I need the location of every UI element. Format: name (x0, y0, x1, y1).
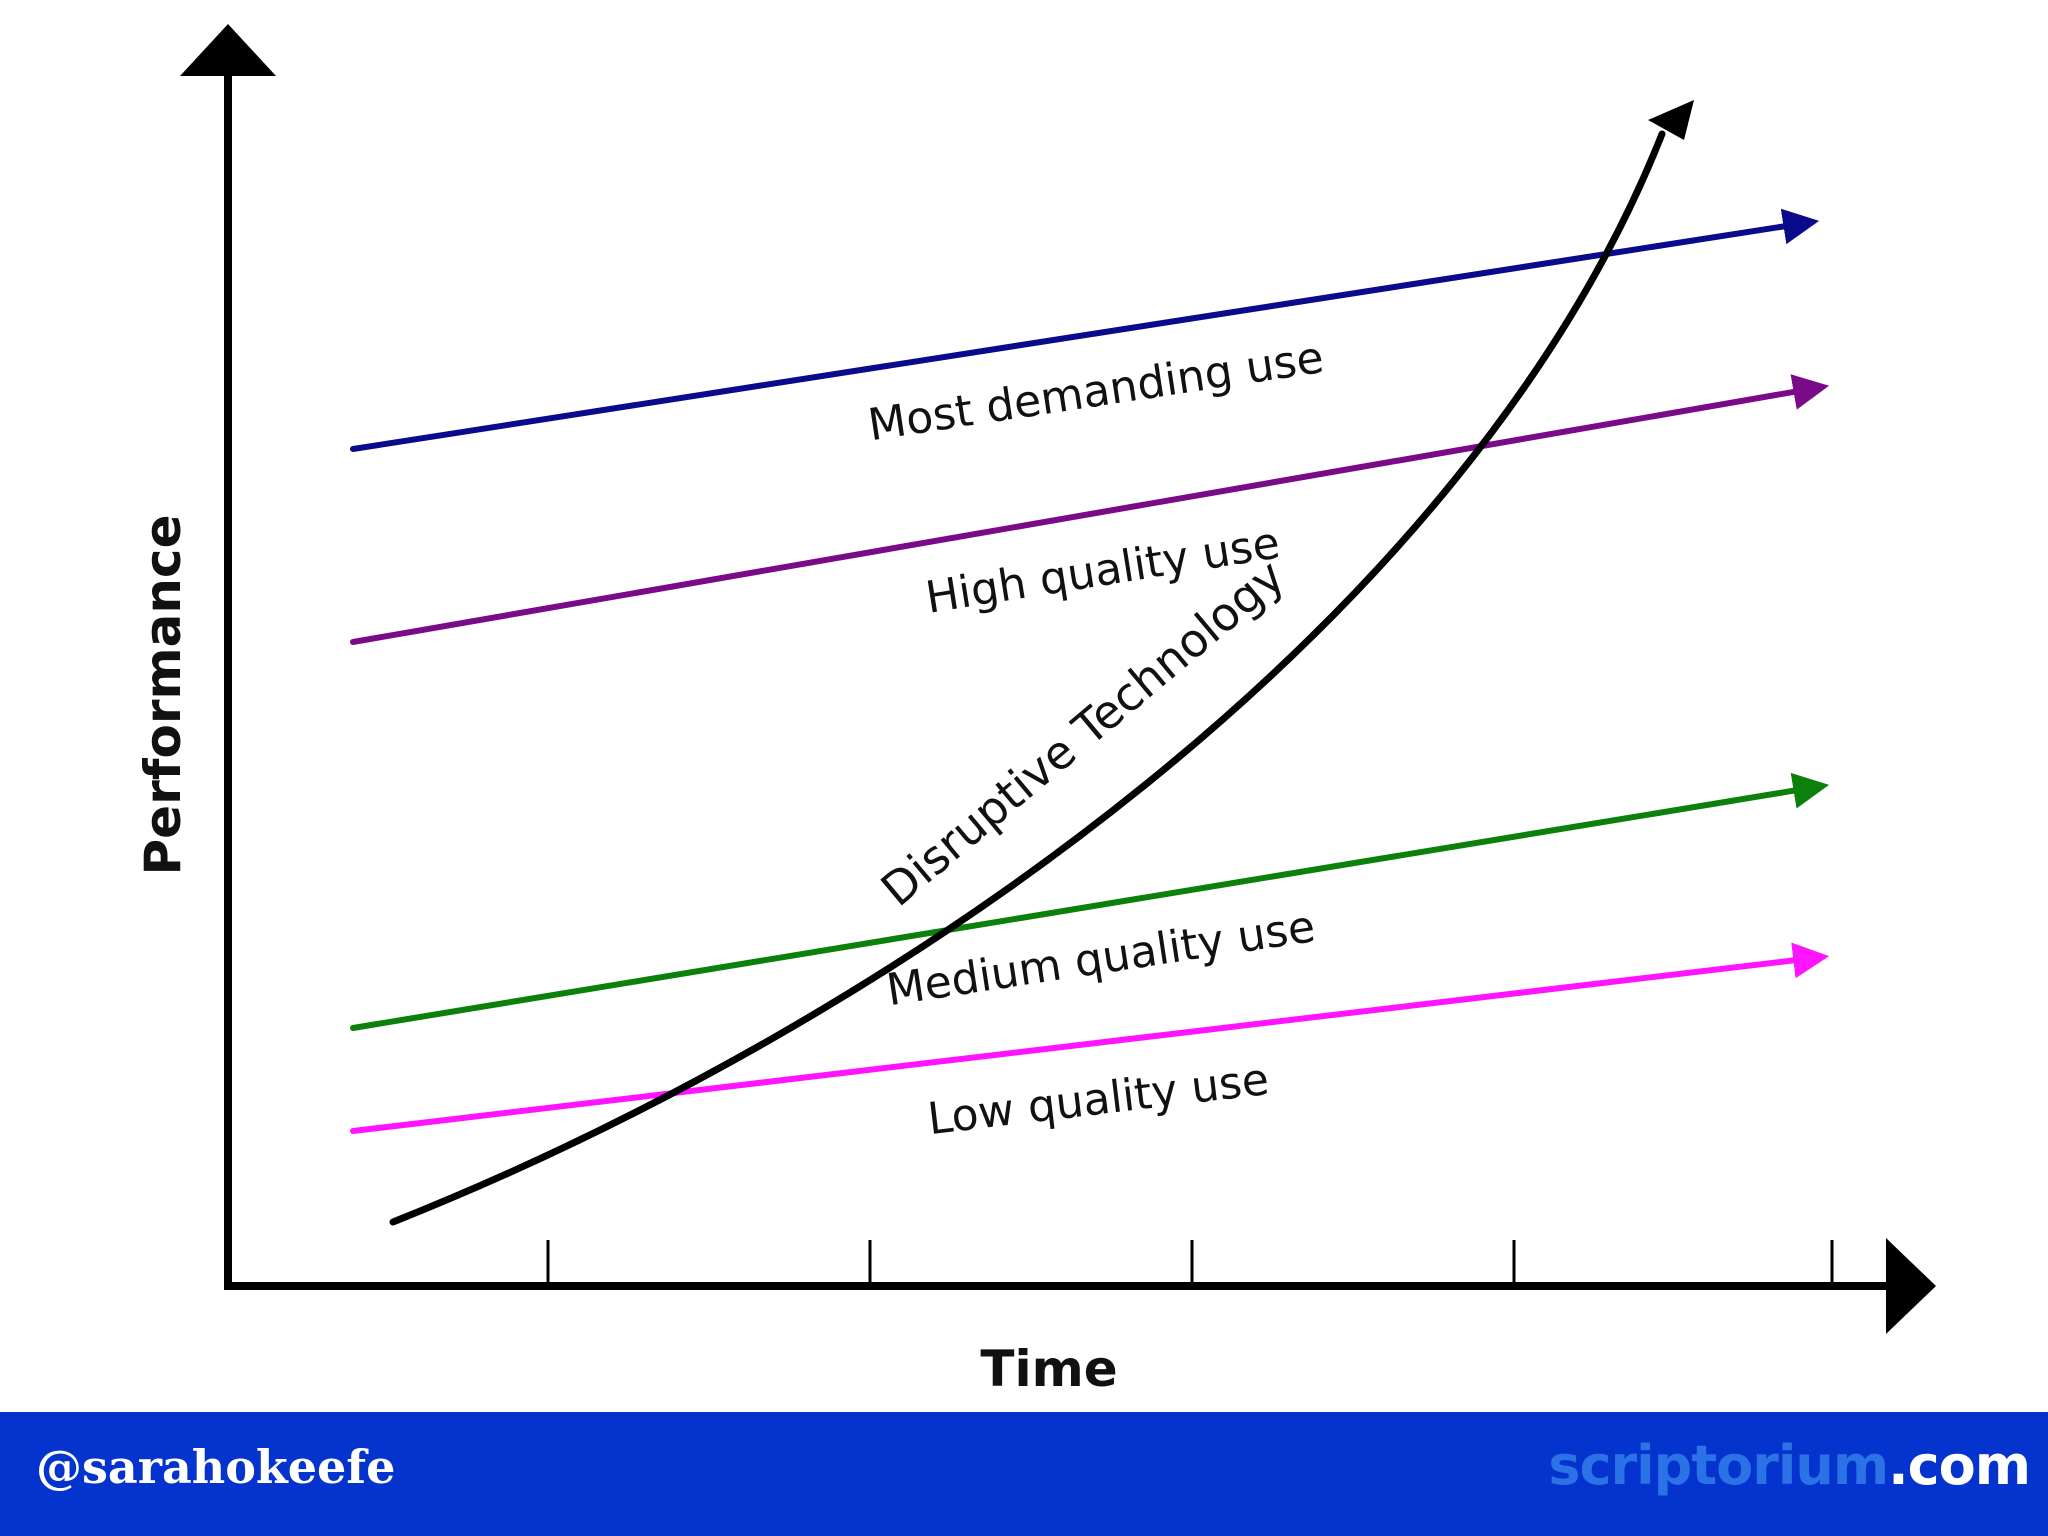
disruptive-technology-curve (389, 130, 1666, 1226)
y-axis-title: Performance (134, 515, 192, 876)
y-axis-arrowhead (180, 24, 276, 76)
disruptive-technology-arrowhead (1648, 100, 1694, 140)
x-axis-arrowhead (1886, 1238, 1936, 1334)
most-demanding-use-line (350, 208, 1820, 452)
site-logo: scriptorium.com (1548, 1434, 2031, 1497)
low-quality-use-label: Low quality use (925, 1054, 1272, 1145)
high-quality-use-line (350, 374, 1830, 645)
low-quality-use-line (350, 942, 1830, 1134)
medium-quality-use-line (350, 772, 1830, 1031)
x-axis-title: Time (980, 1340, 1117, 1398)
twitter-handle: @sarahokeefe (36, 1440, 396, 1494)
disruptive-technology-diagram: Performance Time Most demanding use High… (134, 24, 1936, 1398)
footer-bar: @sarahokeefe scriptorium.com (0, 1412, 2048, 1536)
site-name: scriptorium (1548, 1434, 1889, 1497)
most-demanding-use-label: Most demanding use (865, 332, 1327, 451)
medium-quality-use-label: Medium quality use (883, 901, 1318, 1016)
site-tld: .com (1888, 1434, 2031, 1497)
